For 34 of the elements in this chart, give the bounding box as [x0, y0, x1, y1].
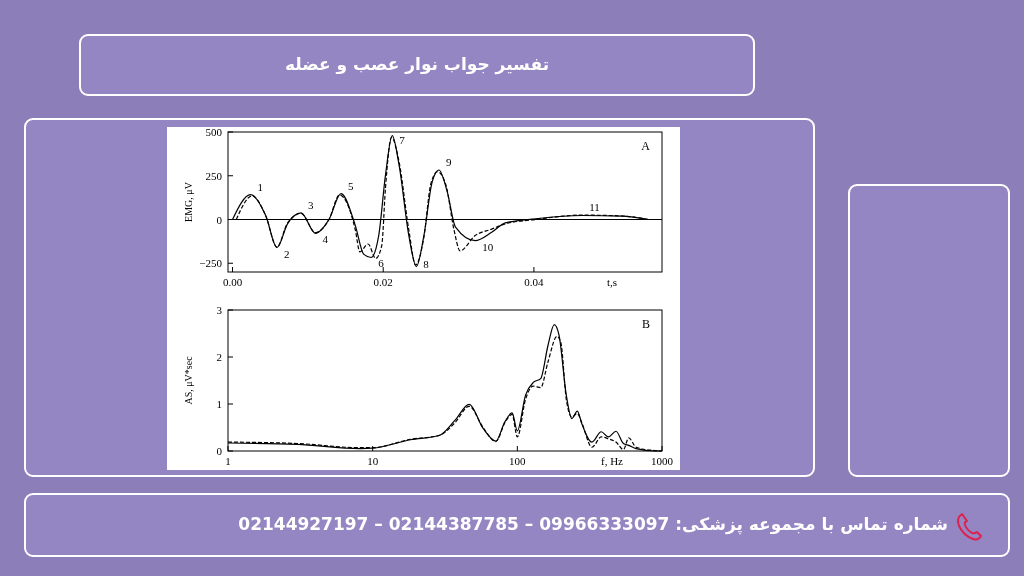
annotation: 6 [378, 257, 385, 270]
y-tick-label: 0 [216, 445, 223, 457]
annotation: 8 [423, 258, 430, 270]
x-tick-label: 0.00 [222, 276, 243, 288]
x-tick-label: 1 [225, 455, 231, 467]
annotation: 7 [399, 134, 406, 146]
annotation: 3 [308, 198, 315, 211]
x-tick-label: 100 [509, 455, 527, 467]
annotation: B [641, 317, 650, 331]
x-axis-title: f, Hz [601, 455, 624, 467]
annotation: 2 [283, 247, 290, 260]
y-tick-label: 1 [216, 398, 222, 410]
y-tick-label: 3 [216, 304, 223, 316]
y-tick-label: 500 [205, 126, 223, 138]
annotation: A [641, 139, 651, 153]
annotation: 5 [348, 179, 355, 192]
annotation: 10 [482, 240, 494, 253]
x-tick-label: 10 [367, 455, 379, 467]
chart-title: تفسیر جواب نوار عصب و عضله [284, 54, 550, 75]
y-tick-label: 250 [205, 169, 223, 182]
y-tick-label: 0 [216, 213, 223, 226]
annotation: 4 [322, 233, 329, 246]
annotation: 11 [589, 201, 600, 214]
annotation: 9 [445, 155, 452, 168]
annotation: 1 [257, 180, 264, 193]
y-tick-label: 2 [216, 351, 222, 363]
y-tick-label: −250 [199, 257, 223, 270]
x-tick-label: 1000 [651, 455, 674, 467]
x-axis-title: t,s [606, 276, 618, 288]
y-axis-title: EMG, μV [183, 181, 194, 222]
y-axis-title: AS, μV*sec [183, 355, 194, 405]
x-tick-label: 0.04 [524, 276, 545, 288]
x-tick-label: 0.02 [373, 276, 393, 288]
text: شماره تماس با مجموعه پزشکی: 09966333097 – 02144387785 – 02144927197 [238, 514, 948, 535]
